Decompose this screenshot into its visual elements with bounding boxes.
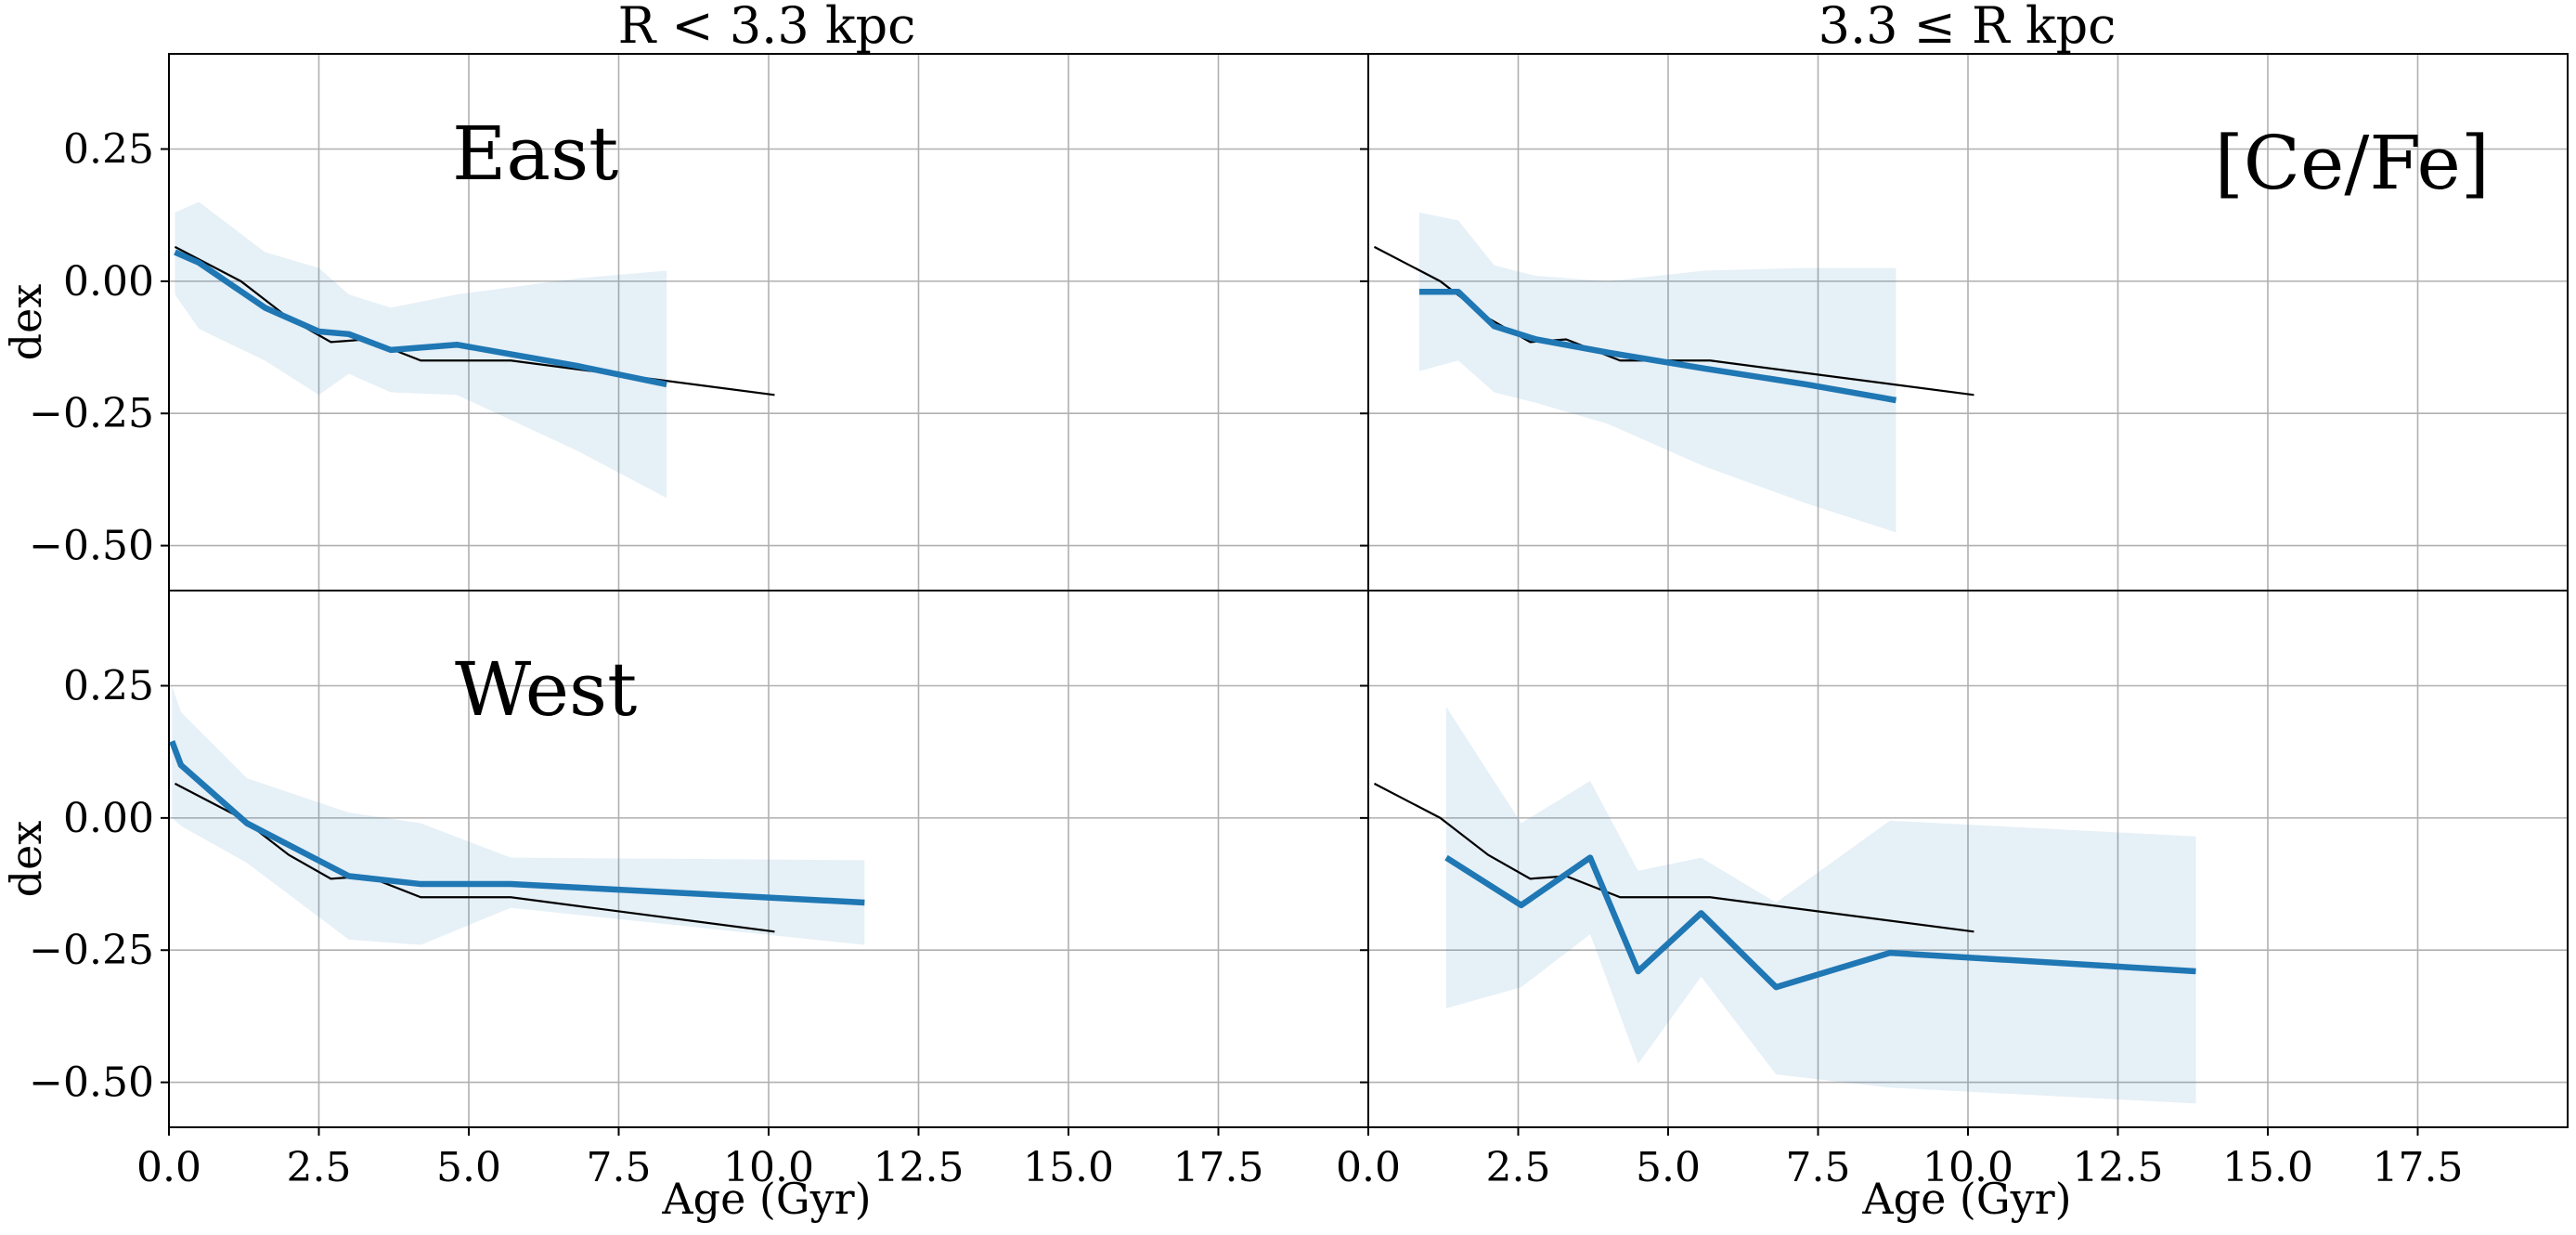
x-tick-label-r1c0-5: 12.5 <box>874 1144 964 1191</box>
x-tick-label-r1c0-3: 7.5 <box>587 1144 652 1191</box>
panel-label-east: East <box>452 110 618 197</box>
x-tick-label-r1c0-4: 10.0 <box>723 1144 814 1191</box>
spread-band-r0c1 <box>1418 212 1896 533</box>
x-tick-label-r1c0-0: 0.0 <box>136 1144 201 1191</box>
reference-line-r0c0 <box>174 245 775 396</box>
x-tick-label-r1c1-4: 10.0 <box>1922 1144 2013 1191</box>
median-line-r1c1 <box>1444 854 2196 991</box>
x-tick-label-r1c0-1: 2.5 <box>287 1144 352 1191</box>
x-tick-label-r1c1-3: 7.5 <box>1786 1144 1851 1191</box>
y-axis-label-top: dex <box>1 284 51 361</box>
y-tick-label-r0c0-1: 0.00 <box>63 258 154 306</box>
y-tick-label-r0c0-2: −0.25 <box>29 390 154 437</box>
x-tick-label-r1c1-7: 17.5 <box>2373 1144 2464 1191</box>
x-tick-label-r1c0-7: 17.5 <box>1173 1144 1264 1191</box>
y-tick-label-r0c0-3: −0.50 <box>29 523 154 570</box>
y-tick-label-r0c0-0: 0.25 <box>63 126 154 174</box>
x-tick-label-r1c1-6: 15.0 <box>2222 1144 2313 1191</box>
column-title-left: R < 3.3 kpc <box>618 0 916 55</box>
x-tick-label-r1c1-0: 0.0 <box>1336 1144 1401 1191</box>
line-layer <box>169 245 2196 991</box>
median-line-r1c0 <box>169 740 865 906</box>
x-axis-label-right: Age (Gyr) <box>1861 1174 2071 1224</box>
tick-layer: 0.25 0.00 −0.25 −0.50 0.25 0.00 −0.25 −0.50 0.0 2… <box>29 126 2463 1191</box>
spread-band-r1c1 <box>1445 707 2196 1104</box>
y-tick-label-r1c0-2: −0.25 <box>29 927 154 974</box>
spread-band-r1c0 <box>172 685 865 945</box>
x-tick-label-r1c0-2: 5.0 <box>436 1144 501 1191</box>
median-line-r0c1 <box>1418 289 1897 404</box>
x-tick-label-r1c1-2: 5.0 <box>1636 1144 1701 1191</box>
y-tick-label-r1c0-0: 0.25 <box>63 663 154 710</box>
x-axis-label-left: Age (Gyr) <box>661 1174 871 1224</box>
x-tick-label-r1c0-6: 15.0 <box>1023 1144 1114 1191</box>
x-tick-label-r1c1-5: 12.5 <box>2073 1144 2164 1191</box>
x-tick-label-r1c1-1: 2.5 <box>1486 1144 1551 1191</box>
y-tick-label-r1c0-1: 0.00 <box>63 795 154 842</box>
median-line-r0c0 <box>174 249 667 388</box>
panel-label-west: West <box>455 646 637 733</box>
element-label: [Ce/Fe] <box>2215 120 2490 206</box>
frame-layer <box>168 53 2569 1128</box>
y-tick-label-r1c0-3: −0.50 <box>29 1060 154 1107</box>
y-axis-label-bottom: dex <box>1 821 51 898</box>
column-title-right: 3.3 ≤ R kpc <box>1819 0 2116 55</box>
reference-line-r1c1 <box>1373 782 1974 933</box>
